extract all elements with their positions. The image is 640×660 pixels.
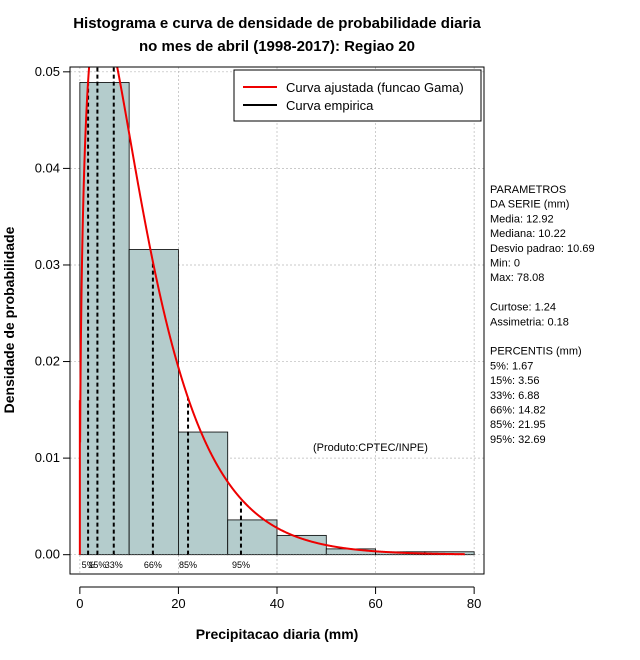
side-panel-line-12: 5%: 1.67 [490,360,533,372]
side-panel-line-1: DA SERIE (mm) [490,199,569,211]
percentile-label-15pct: 15% [88,560,106,570]
side-panel-line-5: Min: 0 [490,258,520,270]
percentile-label-85pct: 85% [179,560,197,570]
side-panel-line-9: Assimetria: 0.18 [490,316,569,328]
side-panel-line-14: 33%: 6.88 [490,390,540,402]
x-tick-label-1: 20 [171,596,185,611]
x-tick-label-0: 0 [76,596,83,611]
y-tick-label-0: 0.00 [35,547,60,562]
series-parameters-panel: PARAMETROS DA SERIE (mm) Media: 12.92 Med… [490,184,595,446]
y-tick-label-4: 0.04 [35,160,60,175]
side-panel-line-4: Desvio padrao: 10.69 [490,243,595,255]
side-panel-line-8: Curtose: 1.24 [490,302,556,314]
legend: Curva ajustada (funcao Gama) Curva empir… [233,69,482,122]
y-tick-label-2: 0.02 [35,354,60,369]
x-axis-label: Precipitacao diaria (mm) [196,626,359,642]
y-tick-label-1: 0.01 [35,450,60,465]
histogram-bar-2 [178,431,229,556]
side-panel-line-6: Max: 78.08 [490,272,544,284]
fitted-gamma-curve [78,67,465,556]
legend-box [233,69,482,122]
y-tick-label-3: 0.03 [35,257,60,272]
y-tick-label-5: 0.05 [35,64,60,79]
side-panel-line-16: 85%: 21.95 [490,419,546,431]
chart-title-line-2: no mes de abril (1998-2017): Regiao 20 [139,38,415,55]
side-panel-line-0: PARAMETROS [490,184,566,196]
side-panel-line-13: 15%: 3.56 [490,375,540,387]
histogram-bar-3 [227,519,278,556]
legend-fitted-label: Curva ajustada (funcao Gama) [286,80,464,95]
fitted-curve-layer [78,67,465,556]
side-panel-line-17: 95%: 32.69 [490,434,546,446]
x-tick-label-3: 60 [368,596,382,611]
side-panel-line-3: Mediana: 10.22 [490,228,566,240]
x-tick-label-2: 40 [270,596,284,611]
percentile-lines [79,67,475,556]
side-panel-line-11: PERCENTIS (mm) [490,346,582,358]
y-axis-label: Densidade de probabilidade [1,226,17,413]
percentile-label-95pct: 95% [232,560,250,570]
x-axis: 0 20 40 60 80 [76,586,481,611]
side-panel-line-15: 66%: 14.82 [490,405,546,417]
percentile-label-33pct: 33% [105,560,123,570]
percentile-label-66pct: 66% [144,560,162,570]
y-axis: 0.00 0.01 0.02 0.03 0.04 0.05 [35,64,71,562]
chart-title-line-1: Histograma e curva de densidade de proba… [73,15,481,32]
annotation-product: (Produto:CPTEC/INPE) [313,442,428,454]
percentile-label-5pct: 5% [82,560,95,570]
percentile-labels: 5%15%33% 66% 85% 95% [82,560,250,570]
side-panel-line-2: Media: 12.92 [490,213,554,225]
x-tick-label-4: 80 [467,596,481,611]
legend-empirical-label: Curva empirica [286,98,374,113]
